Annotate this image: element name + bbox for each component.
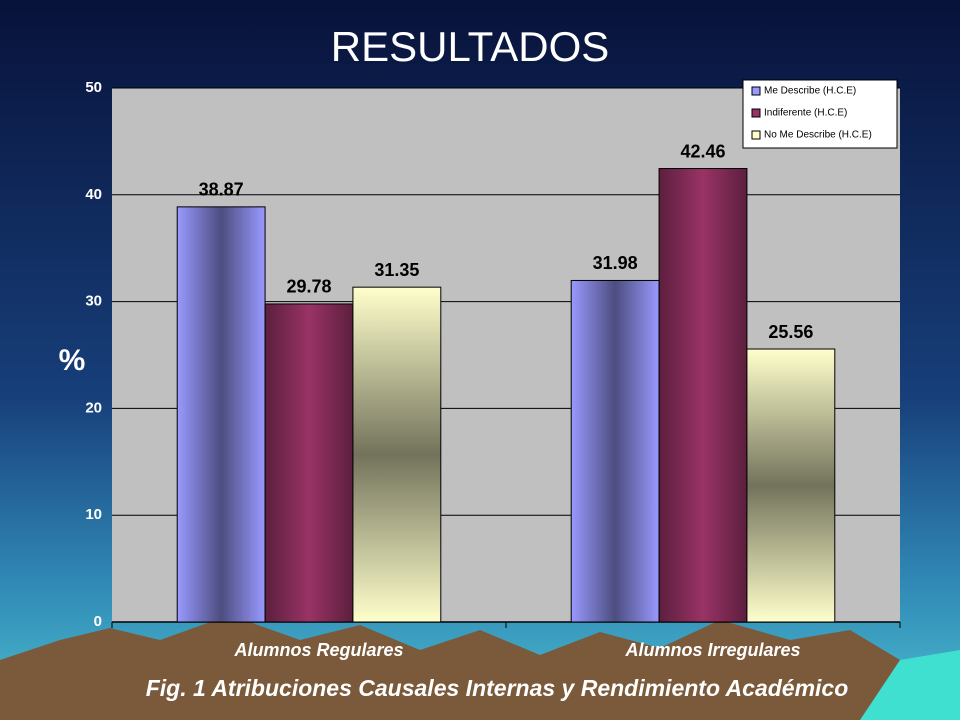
bar — [570, 279, 660, 623]
data-label: 42.46 — [680, 141, 725, 161]
x-tick-label: Alumnos Regulares — [233, 640, 403, 660]
bar — [746, 348, 836, 623]
y-tick-label: 50 — [85, 79, 102, 96]
bar — [264, 303, 354, 623]
y-tick-label: 30 — [85, 293, 102, 310]
chart-title: RESULTADOS — [331, 23, 610, 70]
legend-label: No Me Describe (H.C.E) — [764, 130, 872, 141]
legend-box — [742, 79, 898, 149]
data-label: 25.56 — [768, 322, 813, 342]
legend-swatch — [751, 130, 761, 140]
y-tick-label: 40 — [85, 186, 102, 203]
legend-swatch — [751, 86, 761, 96]
y-tick-label: 0 — [94, 613, 102, 630]
x-tick-label: Alumnos Irregulares — [624, 640, 800, 660]
data-label: 29.78 — [286, 277, 331, 297]
y-tick-label: 20 — [85, 399, 102, 416]
data-label: 31.35 — [374, 260, 419, 280]
data-label: 38.87 — [199, 180, 244, 200]
y-axis-label: % — [59, 344, 86, 377]
bar — [658, 168, 748, 623]
legend-swatch — [751, 108, 761, 118]
y-tick-label: 10 — [85, 506, 102, 523]
bar — [176, 206, 266, 623]
mountains — [0, 615, 960, 720]
legend-label: Me Describe (H.C.E) — [764, 86, 856, 97]
water — [860, 650, 960, 720]
bar — [352, 286, 442, 623]
caption: Fig. 1 Atribuciones Causales Internas y … — [146, 675, 849, 701]
chart: 0 10 20 30 40 50 Alumnos Regulares 38.87 29.78 31… — [85, 79, 901, 660]
legend-label: Indiferente (H.C.E) — [764, 108, 847, 119]
data-label: 31.98 — [593, 253, 638, 273]
